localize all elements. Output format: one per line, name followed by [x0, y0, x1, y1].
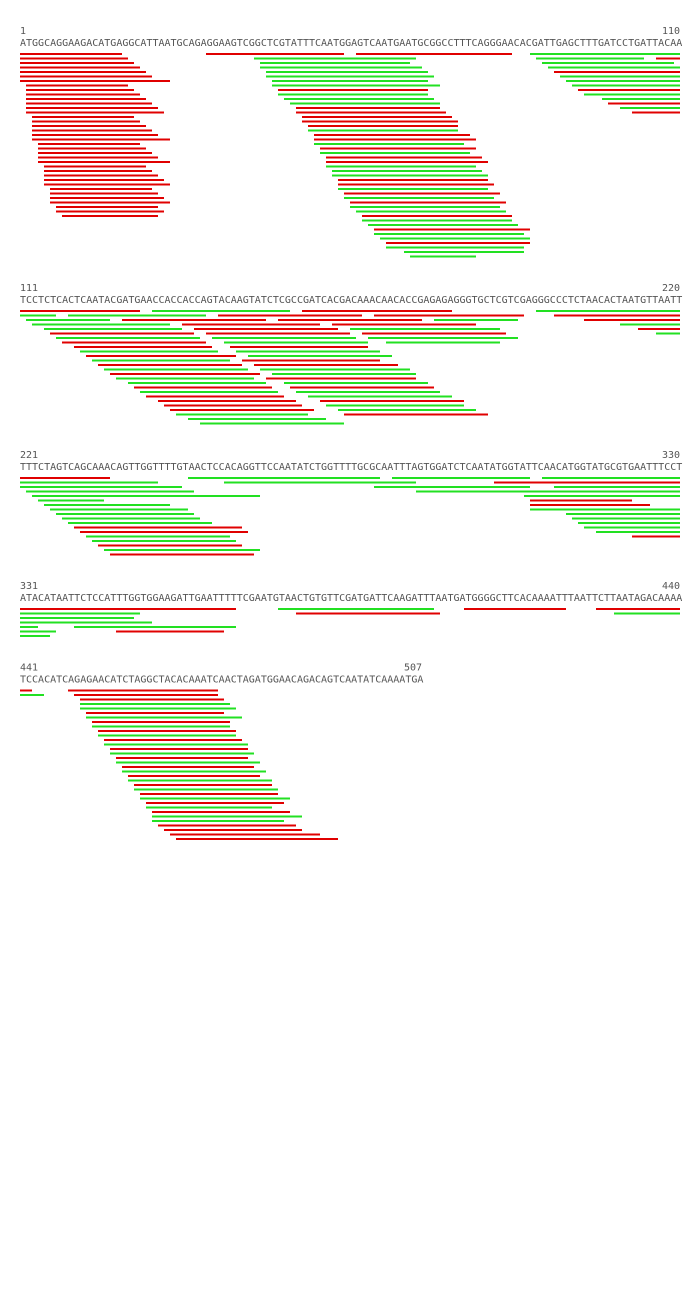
end-position: 110: [662, 26, 680, 37]
sequence: TCCTCTCACTCAATACGATGAACCACCACCAGTACAAGTA…: [20, 295, 682, 306]
end-position: 507: [404, 663, 422, 674]
start-position: 331: [20, 581, 38, 592]
start-position: 221: [20, 450, 38, 461]
sequence: TCCACATCAGAGAACATCTAGGCTACACAAATCAACTAGA…: [20, 675, 423, 686]
end-position: 440: [662, 581, 680, 592]
sequence: ATACATAATTCTCCATTTGGTGGAAGATTGAATTTTTCGA…: [20, 593, 682, 604]
start-position: 1: [20, 26, 26, 37]
end-position: 330: [662, 450, 680, 461]
start-position: 441: [20, 663, 38, 674]
sequence: ATGGCAGGAAGACATGAGGCATTAATGCAGAGGAAGTCGG…: [20, 38, 682, 49]
end-position: 220: [662, 283, 680, 294]
start-position: 111: [20, 283, 38, 294]
sequence: TTTCTAGTCAGCAAACAGTTGGTTTTGTAACTCCACAGGT…: [20, 462, 682, 473]
